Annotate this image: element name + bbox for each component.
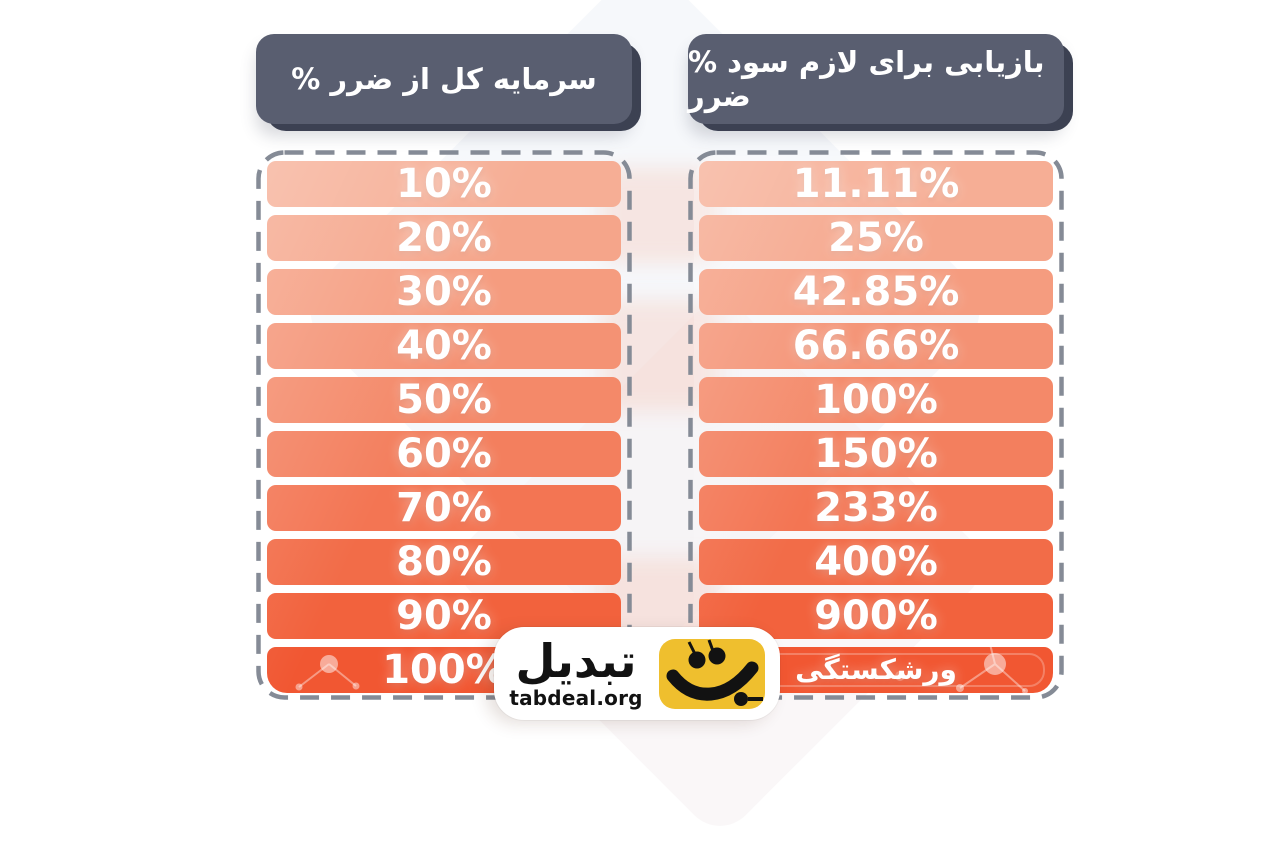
- loss-row: 40%: [267, 323, 621, 369]
- tabdeal-logo-card: تبدیل tabdeal.org: [494, 627, 780, 720]
- recovery-row: 25%: [699, 215, 1053, 261]
- loss-row: 80%: [267, 539, 621, 585]
- loss-row: 60%: [267, 431, 621, 477]
- tabdeal-smile-icon: [666, 638, 763, 706]
- loss-row: 20%: [267, 215, 621, 261]
- recovery-row: 233%: [699, 485, 1053, 531]
- loss-row: 10%: [267, 161, 621, 207]
- network-decoration: [895, 643, 1028, 694]
- loss-row: 70%: [267, 485, 621, 531]
- dashed-border: [688, 150, 1064, 700]
- brand-url: tabdeal.org: [509, 685, 643, 710]
- loss-rows: 10% 20% 30% 40% 50% 60% 70% 80% 90% 100%: [256, 150, 632, 700]
- recovery-row: 42.85%: [699, 269, 1053, 315]
- bankruptcy-label: ورشکستگی: [707, 653, 1045, 687]
- loss-row: 30%: [267, 269, 621, 315]
- loss-table: 10% 20% 30% 40% 50% 60% 70% 80% 90% 100%: [256, 150, 632, 700]
- network-decoration: [295, 655, 360, 691]
- loss-header-pill: %‎ ‎ضرر‎ ‎از‎ ‎کل‎ ‎سرمایه: [256, 34, 641, 131]
- recovery-header-label: %‎ ‎سود‎ ‎لازم‎ ‎برای‎ ‎بازیابی‎ ‎ضرر: [688, 34, 1064, 124]
- brand-name: تبدیل: [515, 634, 637, 689]
- loss-row: 90%: [267, 593, 621, 639]
- dashed-border: [256, 150, 632, 700]
- tabdeal-logo-icon: [658, 638, 765, 709]
- recovery-row: 66.66%: [699, 323, 1053, 369]
- loss-header-label: %‎ ‎ضرر‎ ‎از‎ ‎کل‎ ‎سرمایه: [256, 34, 632, 124]
- brand-text: تبدیل tabdeal.org: [509, 634, 643, 710]
- infographic-canvas: %‎ ‎ضرر‎ ‎از‎ ‎کل‎ ‎سرمایه %‎ ‎سود‎ ‎لاز…: [256, 34, 1073, 720]
- loss-row: 50%: [267, 377, 621, 423]
- recovery-row: 11.11%: [699, 161, 1053, 207]
- recovery-row: 150%: [699, 431, 1053, 477]
- recovery-row: 100%: [699, 377, 1053, 423]
- recovery-header-pill: %‎ ‎سود‎ ‎لازم‎ ‎برای‎ ‎بازیابی‎ ‎ضرر: [688, 34, 1073, 131]
- recovery-row: 400%: [699, 539, 1053, 585]
- recovery-table: 11.11% 25% 42.85% 66.66% 100% 150% 233% 400% 900…: [688, 150, 1064, 700]
